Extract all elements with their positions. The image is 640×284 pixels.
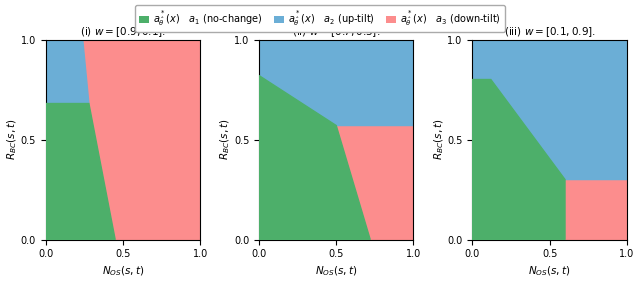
- Polygon shape: [336, 126, 413, 240]
- Polygon shape: [45, 39, 89, 104]
- Polygon shape: [472, 39, 627, 179]
- Title: (iii) $w=[0.1, 0.9]$.: (iii) $w=[0.1, 0.9]$.: [504, 26, 596, 39]
- Polygon shape: [259, 39, 413, 126]
- X-axis label: $N_{OS}(s,t)$: $N_{OS}(s,t)$: [529, 265, 571, 278]
- Y-axis label: $R_{BC}(s,t)$: $R_{BC}(s,t)$: [432, 119, 446, 160]
- Polygon shape: [83, 39, 200, 240]
- Polygon shape: [565, 179, 627, 240]
- Polygon shape: [259, 76, 370, 240]
- Polygon shape: [45, 104, 115, 240]
- Legend: $a^*_\hat{\theta}(x)$   $a_1$ (no-change), $a^*_\hat{\theta}(x)$   $a_2$ (up-til: $a^*_\hat{\theta}(x)$ $a_1$ (no-change),…: [136, 5, 504, 32]
- Title: (ii) $w=[0.7, 0.3]$.: (ii) $w=[0.7, 0.3]$.: [292, 26, 380, 39]
- Y-axis label: $R_{BC}(s,t)$: $R_{BC}(s,t)$: [6, 119, 19, 160]
- Y-axis label: $R_{BC}(s,t)$: $R_{BC}(s,t)$: [219, 119, 232, 160]
- Polygon shape: [472, 80, 565, 240]
- Title: (i) $w=[0.9, 0.1]$.: (i) $w=[0.9, 0.1]$.: [80, 26, 166, 39]
- X-axis label: $N_{OS}(s,t)$: $N_{OS}(s,t)$: [102, 265, 144, 278]
- X-axis label: $N_{OS}(s,t)$: $N_{OS}(s,t)$: [315, 265, 357, 278]
